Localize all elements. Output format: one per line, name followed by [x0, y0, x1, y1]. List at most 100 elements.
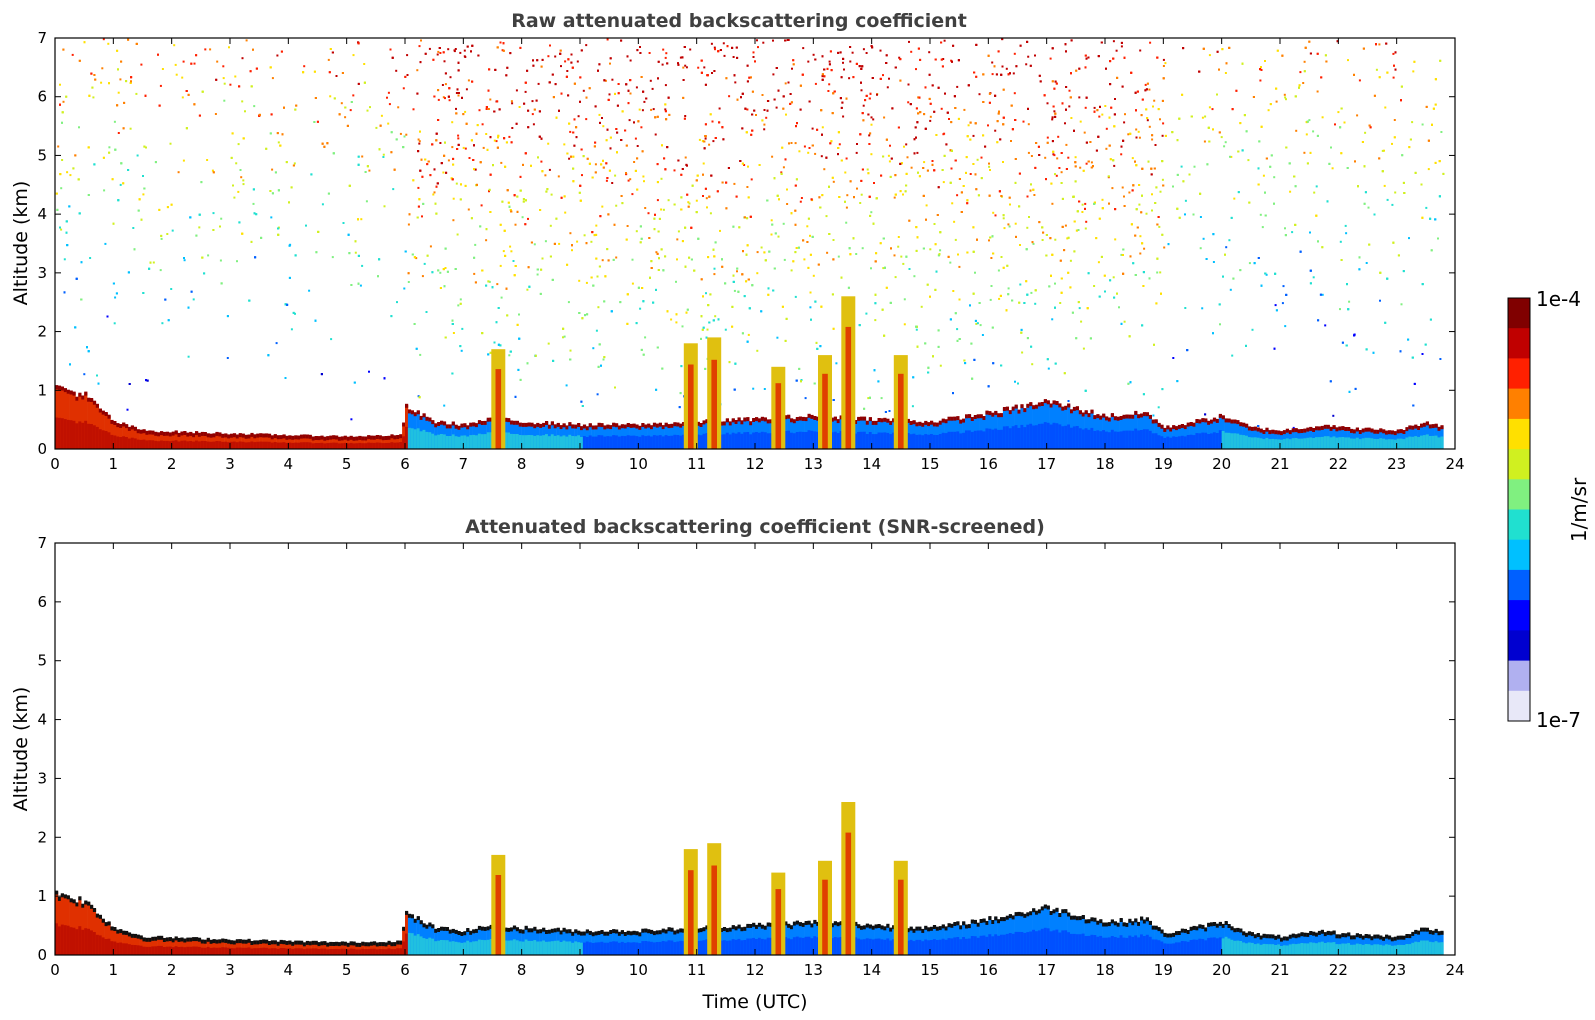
x-tick-label: 2	[167, 961, 177, 979]
colorbar-band	[1508, 509, 1530, 541]
colorbar-band	[1508, 539, 1530, 571]
x-tick-label: 4	[284, 455, 294, 473]
boundary-layer	[55, 385, 1444, 449]
x-tick-label: 13	[804, 961, 823, 979]
x-tick-label: 16	[979, 455, 998, 473]
x-tick-label: 0	[50, 961, 60, 979]
panel-raw: Raw attenuated backscattering coefficien…	[10, 10, 1465, 473]
colorbar-band	[1508, 328, 1530, 359]
colorbar-band	[1508, 298, 1530, 329]
x-tick-label: 19	[1154, 455, 1173, 473]
noise-speckle	[55, 38, 1445, 429]
x-tick-label: 11	[687, 961, 706, 979]
y-tick-label: 0	[37, 440, 47, 458]
x-tick-label: 3	[225, 455, 235, 473]
x-tick-label: 11	[687, 455, 706, 473]
x-tick-label: 16	[979, 961, 998, 979]
y-tick-label: 3	[37, 769, 47, 787]
plot-background	[55, 38, 1455, 449]
x-tick-label: 21	[1270, 455, 1289, 473]
colorbar-frame	[1507, 297, 1531, 722]
colorbar-band	[1508, 690, 1530, 722]
x-tick-label: 19	[1154, 961, 1173, 979]
x-tick-label: 15	[920, 455, 939, 473]
colorbar-min-label: 1e-7	[1536, 708, 1581, 732]
y-tick-label: 1	[37, 381, 47, 399]
y-tick-label: 5	[37, 146, 47, 164]
x-tick-label: 8	[517, 961, 527, 979]
x-tick-label: 12	[745, 455, 764, 473]
x-tick-label: 24	[1445, 961, 1464, 979]
x-tick-label: 20	[1212, 961, 1231, 979]
x-tick-label: 9	[575, 961, 585, 979]
x-tick-label: 21	[1270, 961, 1289, 979]
x-tick-label: 17	[1037, 455, 1056, 473]
y-tick-label: 4	[37, 205, 47, 223]
y-tick-label: 2	[37, 828, 47, 846]
colorbar-band	[1508, 388, 1530, 420]
panel-screened-x-axis-label: Time (UTC)	[701, 991, 807, 1013]
x-tick-label: 0	[50, 455, 60, 473]
x-tick-label: 6	[400, 961, 410, 979]
y-tick-label: 4	[37, 711, 47, 729]
panel-screened-plot-area	[55, 543, 1455, 955]
y-tick-label: 1	[37, 887, 47, 905]
x-tick-label: 15	[920, 961, 939, 979]
panel-screened-y-axis-label: Altitude (km)	[10, 687, 32, 812]
colorbar-bands	[1508, 298, 1530, 722]
x-tick-label: 3	[225, 961, 235, 979]
colorbar-band	[1508, 358, 1530, 390]
y-tick-label: 0	[37, 946, 47, 964]
x-tick-label: 23	[1387, 455, 1406, 473]
x-tick-label: 18	[1095, 455, 1114, 473]
y-tick-label: 2	[37, 323, 47, 341]
x-tick-label: 10	[629, 961, 648, 979]
x-tick-label: 20	[1212, 455, 1231, 473]
x-tick-label: 1	[109, 455, 119, 473]
colorbar-band	[1508, 479, 1530, 510]
panel-screened-y-ticks: 0 1 2 3 4 5 6 7	[37, 534, 1455, 964]
panel-screened-title: Attenuated backscattering coefficient (S…	[465, 516, 1045, 538]
y-tick-label: 5	[37, 652, 47, 670]
x-tick-label: 18	[1095, 961, 1114, 979]
colorbar: 1e-4 1e-7 1/m/sr	[1507, 287, 1591, 732]
y-tick-label: 6	[37, 593, 47, 611]
colorbar-band	[1508, 569, 1530, 601]
x-tick-label: 7	[459, 455, 469, 473]
x-tick-label: 12	[745, 961, 764, 979]
x-tick-label: 22	[1329, 455, 1348, 473]
x-tick-label: 24	[1445, 455, 1464, 473]
x-tick-label: 23	[1387, 961, 1406, 979]
colorbar-band	[1508, 449, 1530, 480]
panel-raw-y-axis-label: Altitude (km)	[10, 181, 32, 306]
panel-raw-x-ticks: 0 1 2 3 4 5 6 7 8 9 10 11 12 13 14 15 16 17 18 19 20 21 22 23 24	[50, 38, 1465, 473]
x-tick-label: 14	[862, 455, 881, 473]
colorbar-band	[1508, 660, 1530, 692]
panel-screened: Attenuated backscattering coefficient (S…	[10, 516, 1465, 1013]
panel-screened-x-ticks: 0 1 2 3 4 5 6 7 8 9 10 11 12 13 14 15 16 17 18 19 20 21 22 23 24	[50, 543, 1465, 979]
panel-raw-title: Raw attenuated backscattering coefficien…	[511, 10, 967, 32]
x-tick-label: 13	[804, 455, 823, 473]
y-tick-label: 6	[37, 88, 47, 106]
x-tick-label: 4	[284, 961, 294, 979]
x-tick-label: 7	[459, 961, 469, 979]
x-tick-label: 1	[109, 961, 119, 979]
y-tick-label: 3	[37, 264, 47, 282]
y-tick-label: 7	[37, 29, 47, 47]
x-tick-label: 6	[400, 455, 410, 473]
colorbar-band	[1508, 600, 1530, 631]
x-tick-label: 17	[1037, 961, 1056, 979]
x-tick-label: 8	[517, 455, 527, 473]
x-tick-label: 22	[1329, 961, 1348, 979]
aerosol-plumes	[491, 802, 908, 955]
x-tick-label: 2	[167, 455, 177, 473]
x-tick-label: 5	[342, 961, 352, 979]
x-tick-label: 14	[862, 961, 881, 979]
x-tick-label: 9	[575, 455, 585, 473]
panel-raw-plot-area	[55, 38, 1455, 449]
colorbar-band	[1508, 418, 1530, 450]
x-tick-label: 10	[629, 455, 648, 473]
colorbar-band	[1508, 630, 1530, 662]
y-tick-label: 7	[37, 534, 47, 552]
